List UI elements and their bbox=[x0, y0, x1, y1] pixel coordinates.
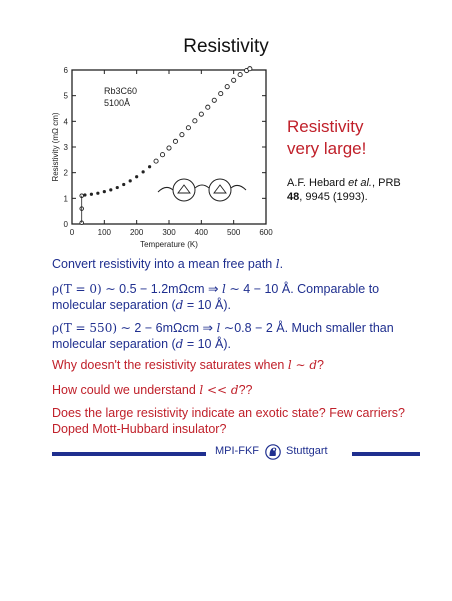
mpg-minerva-logo-icon bbox=[265, 444, 281, 460]
x-tick-label: 100 bbox=[98, 228, 112, 237]
p3-lhs: ρ(T = 550) bbox=[52, 321, 118, 335]
q1-text: Why doesn't the resistivity saturates wh… bbox=[52, 358, 288, 372]
data-point bbox=[83, 193, 87, 197]
ref-authors: A.F. Hebard bbox=[287, 177, 349, 189]
q1-end: ? bbox=[317, 358, 324, 372]
data-point bbox=[198, 111, 204, 117]
y-tick-label: 4 bbox=[64, 117, 69, 126]
ref-etal: et al. bbox=[348, 177, 372, 189]
question-saturation: Why doesn't the resistivity saturates wh… bbox=[52, 358, 432, 374]
data-point bbox=[185, 125, 191, 131]
y-tick-label: 1 bbox=[64, 194, 69, 203]
x-tick-label: 600 bbox=[259, 228, 273, 237]
q2-math: l << d bbox=[199, 383, 239, 397]
y-axis-label: Resistivity (mΩ cm) bbox=[51, 112, 60, 181]
p2-mid: ∼ 0.5 − 1.2mΩcm ⇒ bbox=[101, 282, 223, 296]
page-title: Resistivity bbox=[183, 36, 269, 57]
p3-d: d bbox=[175, 336, 184, 351]
data-point bbox=[166, 145, 172, 151]
data-point bbox=[102, 190, 106, 194]
c60-molecule-icon bbox=[172, 178, 196, 202]
footer-bar-right bbox=[352, 452, 420, 456]
y-tick-label: 2 bbox=[64, 169, 69, 178]
p3-l: l bbox=[216, 321, 221, 335]
c60-facet-icon bbox=[213, 184, 227, 194]
q2-text: How could we understand bbox=[52, 383, 200, 397]
p3-mid: ∼ 2 − 6mΩcm ⇒ bbox=[117, 321, 217, 335]
hop-arrow-icon bbox=[194, 184, 210, 189]
p1-symbol: l bbox=[275, 257, 280, 271]
paragraph-low-temp: ρ(T = 0) ∼ 0.5 − 1.2mΩcm ⇒ l ∼ 4 − 10 Å.… bbox=[52, 282, 432, 313]
y-tick-label: 6 bbox=[64, 66, 69, 75]
x-axis-label: Temperature (K) bbox=[140, 240, 198, 249]
question-understand: How could we understand l << d?? bbox=[52, 383, 432, 399]
ref-journal: , PRB bbox=[372, 177, 401, 189]
data-point bbox=[237, 72, 243, 78]
data-point bbox=[153, 158, 159, 164]
data-point bbox=[122, 182, 126, 187]
data-point bbox=[218, 91, 224, 97]
side-heading-line1: Resistivity bbox=[287, 117, 364, 136]
data-point bbox=[148, 165, 152, 169]
data-point bbox=[128, 179, 132, 183]
compound-annotation: Rb3C60 bbox=[104, 86, 137, 96]
data-point bbox=[141, 170, 145, 174]
reference: A.F. Hebard et al., PRB 48, 9945 (1993). bbox=[287, 176, 447, 204]
q1-math: l ∼ d bbox=[287, 358, 318, 372]
data-point bbox=[192, 118, 198, 124]
footer-right-text: Stuttgart bbox=[286, 445, 328, 457]
x-tick-label: 200 bbox=[130, 228, 144, 237]
data-point bbox=[159, 152, 166, 158]
question-exotic-state: Does the large resistivity indicate an e… bbox=[52, 406, 405, 436]
p2-d: d bbox=[175, 297, 184, 312]
data-point bbox=[115, 185, 119, 190]
hop-arrow-icon bbox=[157, 186, 174, 193]
side-heading-line2: very large! bbox=[287, 139, 367, 158]
data-point bbox=[96, 191, 100, 195]
p2-lhs: ρ(T = 0) bbox=[52, 282, 102, 296]
x-tick-label: 300 bbox=[162, 228, 176, 237]
data-point bbox=[231, 77, 237, 83]
data-point bbox=[247, 66, 253, 72]
side-heading: Resistivity very large! bbox=[287, 116, 447, 160]
q2-end: ?? bbox=[238, 383, 253, 397]
paragraph-high-temp: ρ(T = 550) ∼ 2 − 6mΩcm ⇒ l ∼0.8 − 2 Å. M… bbox=[52, 321, 432, 352]
x-tick-label: 400 bbox=[195, 228, 209, 237]
p1-text: Convert resistivity into a mean free pat… bbox=[52, 257, 276, 271]
data-point bbox=[224, 84, 230, 90]
p3-rest: ∼0.8 − 2 Å. Much smaller than molecular … bbox=[52, 321, 394, 351]
c60-facet-icon bbox=[177, 184, 191, 194]
paragraph-mean-free-path: Convert resistivity into a mean free pat… bbox=[52, 257, 432, 273]
resistivity-chart: 0 100 200 300 400 500 600 0 1 2 3 4 5 6 Temperature (K… bbox=[51, 66, 273, 249]
thickness-annotation: 5100Å bbox=[104, 98, 130, 108]
p3-end: = 10 Å). bbox=[183, 336, 231, 351]
hop-arrow-icon bbox=[230, 184, 247, 191]
ref-volume: 48 bbox=[287, 191, 300, 203]
p2-end: = 10 Å). bbox=[183, 297, 231, 312]
p2-rest: ∼ 4 − 10 Å. Comparable to molecular sepa… bbox=[52, 282, 380, 312]
c60-molecule-icon bbox=[208, 178, 232, 202]
x-tick-label: 0 bbox=[70, 228, 75, 237]
y-tick-label: 5 bbox=[64, 92, 69, 101]
data-point bbox=[179, 132, 185, 138]
data-point bbox=[109, 188, 113, 192]
y-tick-label: 0 bbox=[64, 220, 69, 229]
data-point bbox=[205, 104, 211, 110]
p1-end: . bbox=[279, 257, 284, 271]
p2-l: l bbox=[222, 282, 226, 296]
footer-bar-left bbox=[52, 452, 206, 456]
ref-pages: , 9945 (1993). bbox=[299, 191, 368, 203]
data-point bbox=[211, 97, 217, 103]
data-point bbox=[89, 192, 93, 196]
data-point bbox=[172, 138, 179, 144]
y-tick-label: 3 bbox=[64, 143, 69, 152]
footer: MPI-FKF Stuttgart bbox=[52, 444, 420, 464]
x-tick-label: 500 bbox=[227, 228, 241, 237]
data-point bbox=[135, 175, 139, 179]
footer-left-text: MPI-FKF bbox=[215, 445, 259, 457]
